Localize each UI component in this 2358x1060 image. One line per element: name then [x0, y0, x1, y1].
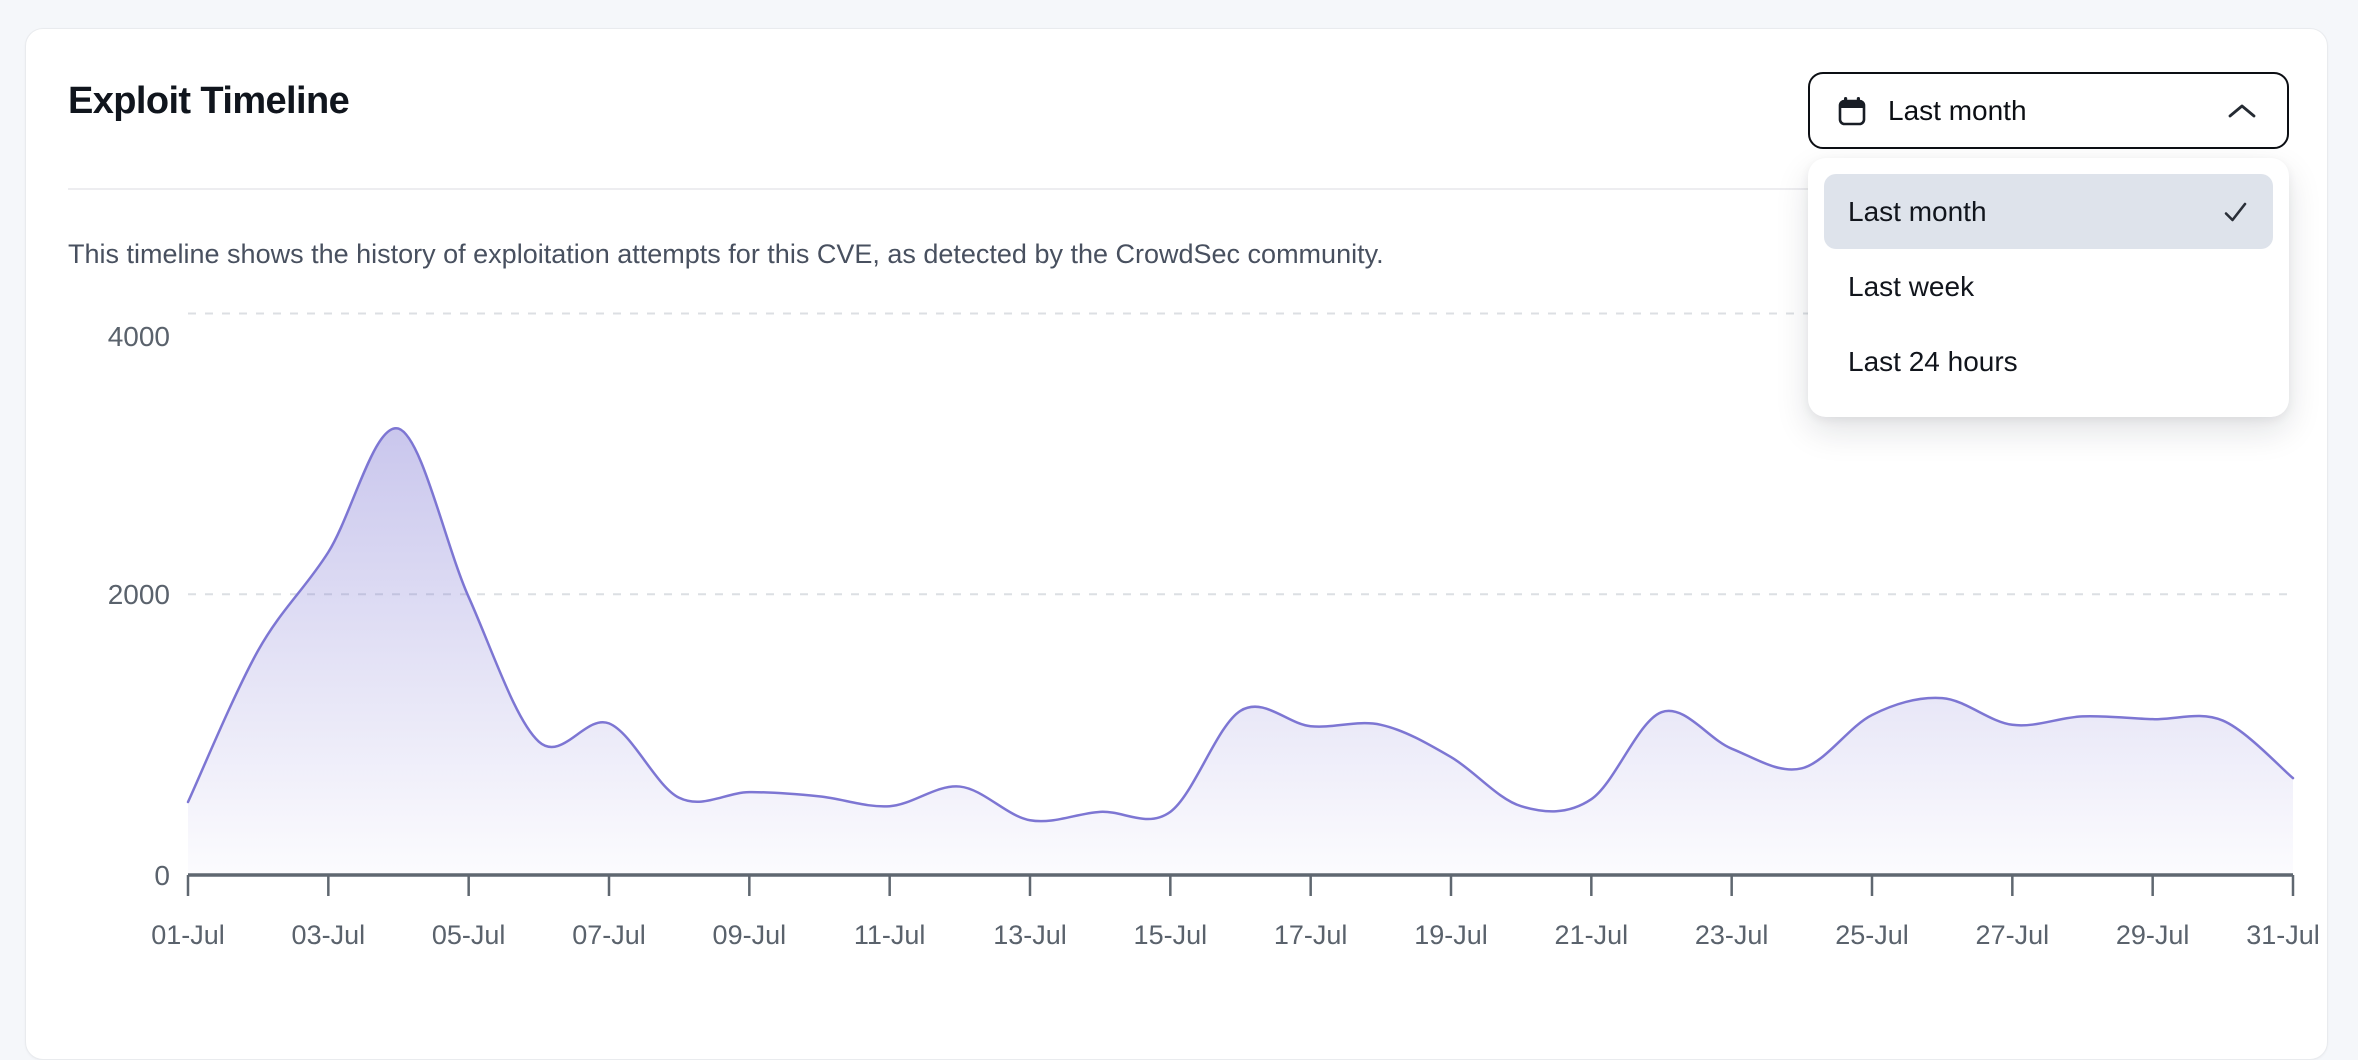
x-axis-label: 27-Jul	[1976, 920, 2050, 950]
checkmark-icon	[2222, 198, 2249, 225]
menu-item-label: Last week	[1848, 270, 1975, 302]
y-axis-label: 0	[154, 860, 170, 891]
time-range-dropdown-button[interactable]: Last month	[1808, 72, 2289, 149]
x-axis-label: 31-Jul	[2246, 920, 2320, 950]
header-divider	[68, 188, 2282, 190]
calendar-icon	[1836, 95, 1868, 127]
time-range-dropdown-menu: Last month Last week Last 24 hours	[1808, 158, 2289, 417]
x-axis-label: 01-Jul	[151, 920, 225, 950]
x-axis-label: 11-Jul	[854, 920, 926, 950]
chevron-up-icon	[2227, 103, 2257, 119]
menu-item-label: Last 24 hours	[1848, 345, 2018, 377]
x-axis-label: 25-Jul	[1835, 920, 1909, 950]
x-axis-label: 17-Jul	[1274, 920, 1348, 950]
chart-description: This timeline shows the history of explo…	[68, 239, 1384, 269]
time-range-selected-label: Last month	[1888, 94, 2027, 126]
x-axis-label: 23-Jul	[1695, 920, 1769, 950]
series-line	[186, 427, 2295, 823]
menu-item-last-month[interactable]: Last month	[1824, 174, 2273, 249]
menu-item-last-week[interactable]: Last week	[1824, 249, 2273, 324]
x-axis-label: 07-Jul	[572, 920, 646, 950]
menu-item-last-24-hours[interactable]: Last 24 hours	[1824, 324, 2273, 399]
x-axis-label: 05-Jul	[432, 920, 506, 950]
page-title: Exploit Timeline	[68, 80, 350, 122]
x-axis-label: 15-Jul	[1134, 920, 1208, 950]
x-axis-label: 19-Jul	[1414, 920, 1488, 950]
x-axis-label: 21-Jul	[1555, 920, 1629, 950]
x-axis-label: 13-Jul	[993, 920, 1067, 950]
y-axis-label: 2000	[108, 579, 170, 610]
exploit-timeline-chart: 01-Jul 03-Jul 05-Jul 07-Jul 09-Jul 11-Jul 13-J…	[108, 312, 2320, 950]
x-axis-label: 03-Jul	[292, 920, 366, 950]
y-axis-label: 4000	[108, 321, 170, 352]
area-fill	[188, 428, 2293, 875]
menu-item-label: Last month	[1848, 195, 1987, 227]
x-axis-label: 29-Jul	[2116, 920, 2190, 950]
x-axis-label: 09-Jul	[713, 920, 787, 950]
